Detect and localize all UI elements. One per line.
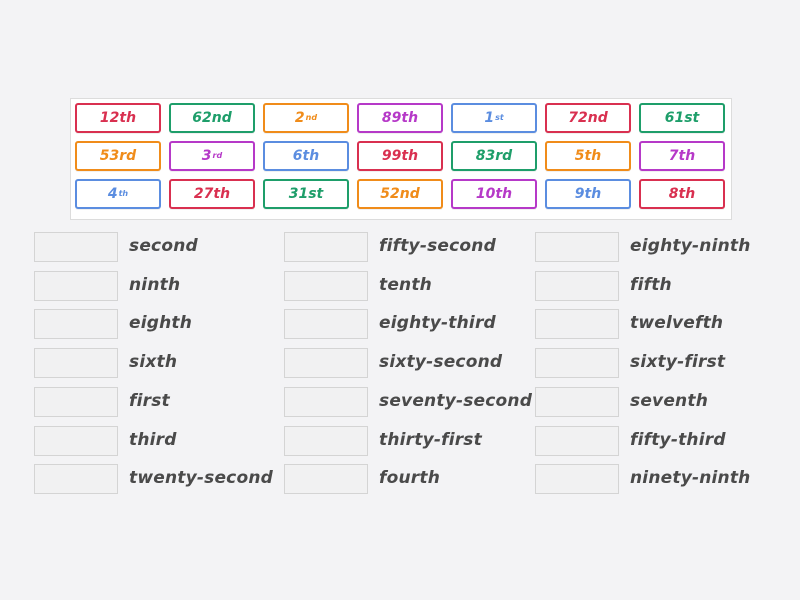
answer-tile[interactable]: 10th — [451, 179, 537, 209]
drop-slot[interactable] — [284, 348, 368, 378]
drop-slot[interactable] — [34, 232, 118, 262]
drop-slot[interactable] — [535, 309, 619, 339]
tile-label: 52nd — [380, 186, 420, 202]
ordinal-word-label: ninth — [129, 275, 181, 295]
drop-slot[interactable] — [34, 426, 118, 456]
tile-suffix: th — [118, 188, 129, 198]
ordinal-word-label: second — [129, 236, 198, 256]
drop-slot[interactable] — [284, 426, 368, 456]
answer-tile[interactable]: 5th — [545, 141, 631, 171]
answer-tile[interactable]: 99th — [357, 141, 443, 171]
drop-slot[interactable] — [535, 348, 619, 378]
tile-suffix: nd — [305, 112, 318, 122]
drop-slot[interactable] — [535, 387, 619, 417]
tile-label: 10th — [475, 186, 513, 202]
answer-tile[interactable]: 62nd — [169, 103, 255, 133]
tile-label: 89th — [381, 110, 419, 126]
drop-slot[interactable] — [34, 271, 118, 301]
drop-slot[interactable] — [34, 387, 118, 417]
ordinal-word-label: sixth — [129, 352, 178, 372]
answer-tile[interactable]: 27th — [169, 179, 255, 209]
tile-label: 7th — [668, 148, 696, 164]
ordinal-word-label: ninety-ninth — [630, 468, 751, 488]
drop-slot[interactable] — [34, 348, 118, 378]
ordinal-word-label: fourth — [379, 468, 440, 488]
ordinal-word-label: fifth — [630, 275, 672, 295]
drop-slot[interactable] — [284, 464, 368, 494]
tile-label: 72nd — [568, 110, 608, 126]
ordinal-word-label: first — [129, 391, 170, 411]
drop-slot[interactable] — [284, 232, 368, 262]
ordinal-word-label: twelvefth — [630, 313, 724, 333]
answer-tile[interactable]: 7th — [639, 141, 725, 171]
ordinal-word-label: seventy-second — [379, 391, 533, 411]
tile-label: 1 — [484, 110, 495, 126]
tile-label: 62nd — [192, 110, 232, 126]
answer-tile[interactable]: 31st — [263, 179, 349, 209]
answer-tile[interactable]: 52nd — [357, 179, 443, 209]
answer-tile[interactable]: 61st — [639, 103, 725, 133]
answer-tile[interactable]: 8th — [639, 179, 725, 209]
ordinal-word-label: third — [129, 430, 177, 450]
tile-label: 9th — [574, 186, 602, 202]
answer-tile[interactable]: 83rd — [451, 141, 537, 171]
tile-suffix: st — [495, 112, 504, 122]
ordinal-word-label: eighty-third — [379, 313, 496, 333]
tile-label: 99th — [381, 148, 419, 164]
answer-tile[interactable]: 9th — [545, 179, 631, 209]
tile-label: 3 — [201, 148, 212, 164]
drop-slot[interactable] — [535, 232, 619, 262]
answer-tile[interactable]: 12th — [75, 103, 161, 133]
tile-label: 83rd — [475, 148, 513, 164]
tile-label: 61st — [664, 110, 700, 126]
drop-slot[interactable] — [284, 271, 368, 301]
tile-label: 6th — [292, 148, 320, 164]
ordinal-word-label: thirty-first — [379, 430, 482, 450]
drop-slot[interactable] — [535, 464, 619, 494]
ordinal-word-label: fifty-third — [630, 430, 726, 450]
tile-label: 12th — [99, 110, 137, 126]
tile-label: 5th — [574, 148, 602, 164]
answer-tile[interactable]: 72nd — [545, 103, 631, 133]
ordinal-word-label: fifty-second — [379, 236, 496, 256]
drop-slot[interactable] — [284, 387, 368, 417]
tile-label: 31st — [288, 186, 324, 202]
tile-label: 2 — [294, 110, 305, 126]
ordinal-word-label: tenth — [379, 275, 432, 295]
drop-slot[interactable] — [34, 309, 118, 339]
drop-slot[interactable] — [284, 309, 368, 339]
ordinal-word-label: sixty-first — [630, 352, 726, 372]
tile-label: 27th — [193, 186, 231, 202]
answer-tile[interactable]: 6th — [263, 141, 349, 171]
tile-label: 4 — [107, 186, 118, 202]
answer-tile[interactable]: 89th — [357, 103, 443, 133]
ordinal-word-label: sixty-second — [379, 352, 503, 372]
tile-label: 53rd — [99, 148, 137, 164]
tile-label: 8th — [668, 186, 696, 202]
answer-tile[interactable]: 53rd — [75, 141, 161, 171]
drop-slot[interactable] — [535, 271, 619, 301]
tile-suffix: rd — [212, 150, 223, 160]
ordinal-word-label: seventh — [630, 391, 708, 411]
drop-slot[interactable] — [535, 426, 619, 456]
ordinal-word-label: twenty-second — [129, 468, 274, 488]
ordinal-word-label: eighty-ninth — [630, 236, 751, 256]
ordinal-word-label: eighth — [129, 313, 193, 333]
drop-slot[interactable] — [34, 464, 118, 494]
